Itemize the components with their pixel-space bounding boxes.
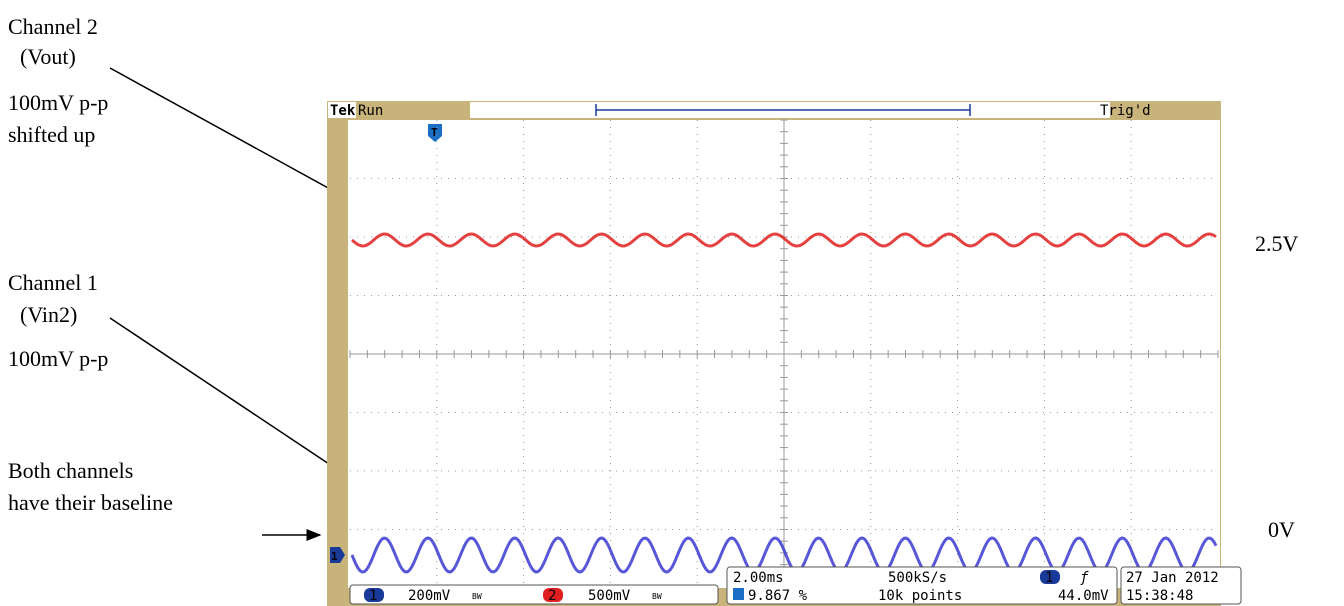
ch1-label: 1 [369,588,377,604]
ch1-scale: 200mV [408,588,451,604]
level-label: 0V [1268,517,1295,542]
trigger-level: 44.0mV [1058,588,1109,604]
ch2-label: 2 [548,588,556,604]
ch1-marker-label: 1 [331,550,338,563]
trigger-slope: ƒ [1080,570,1089,586]
ch2-bw: BW [652,592,662,601]
oscilloscope-screen: Tek Run Trig'd T 1 1 200mV BW 2 500mV BW… [327,101,1241,606]
date: 27 Jan 2012 [1126,570,1219,586]
level-label: 2.5V [1255,231,1299,256]
channel-box [350,585,718,604]
annotation: Both channels [8,458,133,483]
trigger-source: 1 [1045,570,1053,586]
annotation: 100mV p-p [8,346,108,371]
annotation: (Vin2) [20,302,77,327]
trigger-position: 9.867 % [748,588,808,604]
ch2-scale: 500mV [588,588,631,604]
figure: Channel 2 (Vout) 100mV p-p shifted up Ch… [0,0,1344,606]
annotation: 100mV p-p [8,90,108,115]
annotation: have their baseline [8,490,173,515]
timebase: 2.00ms [733,570,784,586]
time: 15:38:48 [1126,588,1193,604]
annotation: Channel 2 [8,14,98,39]
trigger-status: Trig'd [1100,103,1151,119]
trigger-position-icon [733,588,744,600]
annotation: shifted up [8,122,95,147]
annotation: (Vout) [20,44,76,69]
sample-rate: 500kS/s [888,570,947,586]
annotation: Channel 1 [8,270,98,295]
record-length: 10k points [878,588,962,604]
brand: Tek [330,103,356,119]
ch1-bw: BW [472,592,482,601]
run-status: Run [358,103,383,119]
